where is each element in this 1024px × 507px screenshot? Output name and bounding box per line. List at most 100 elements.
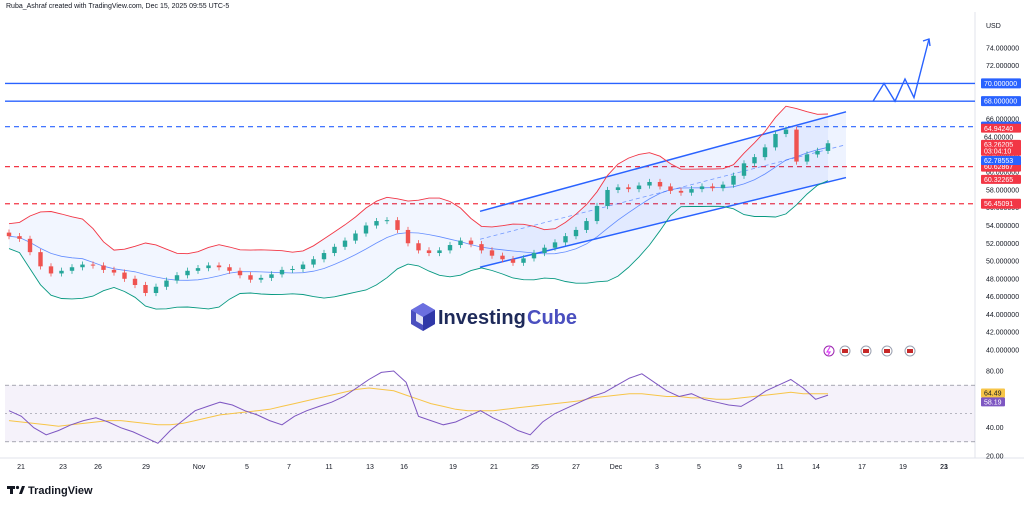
candle-body	[479, 244, 484, 251]
candle[interactable]	[678, 187, 684, 196]
candle[interactable]	[279, 266, 285, 278]
candle[interactable]	[206, 262, 211, 272]
candle[interactable]	[185, 267, 190, 279]
candle[interactable]	[762, 144, 768, 161]
candle-body	[290, 269, 295, 271]
candle[interactable]	[227, 264, 232, 274]
candle[interactable]	[122, 269, 127, 282]
candle[interactable]	[332, 243, 337, 257]
candle[interactable]	[143, 281, 148, 297]
candle[interactable]	[573, 226, 579, 240]
candle-body	[804, 154, 810, 162]
candle[interactable]	[216, 262, 222, 271]
candle[interactable]	[395, 217, 400, 234]
candle[interactable]	[363, 222, 369, 237]
candle[interactable]	[605, 186, 610, 210]
candle[interactable]	[689, 185, 694, 196]
candle[interactable]	[164, 277, 169, 290]
candle[interactable]	[48, 263, 54, 277]
candle[interactable]	[269, 271, 274, 281]
candle[interactable]	[6, 229, 12, 240]
lightning-icon[interactable]	[823, 345, 835, 357]
candle[interactable]	[437, 247, 442, 257]
candle[interactable]	[731, 172, 736, 188]
candle[interactable]	[342, 237, 348, 250]
candle[interactable]	[752, 154, 757, 167]
candle-body	[594, 205, 600, 222]
rsi-tag: 64.49	[984, 390, 1002, 397]
candle[interactable]	[521, 255, 526, 266]
candle[interactable]	[500, 252, 505, 263]
candle[interactable]	[626, 184, 631, 193]
candle[interactable]	[290, 265, 295, 274]
candle[interactable]	[174, 272, 180, 284]
channel-lower-line[interactable]	[479, 176, 847, 268]
channel-upper-line[interactable]	[479, 111, 847, 213]
projection-path[interactable]	[872, 38, 930, 103]
candle[interactable]	[90, 261, 96, 269]
candle[interactable]	[195, 265, 201, 274]
candle[interactable]	[248, 272, 253, 283]
candle[interactable]	[374, 217, 379, 229]
candle[interactable]	[321, 249, 327, 263]
candle[interactable]	[636, 182, 642, 193]
candle[interactable]	[542, 244, 547, 257]
candle[interactable]	[27, 235, 33, 256]
candle[interactable]	[657, 178, 663, 190]
candle[interactable]	[594, 202, 600, 225]
candle[interactable]	[59, 267, 64, 277]
candle[interactable]	[563, 233, 568, 246]
rsi-ma-line	[8, 387, 828, 427]
candle[interactable]	[405, 226, 411, 247]
candle[interactable]	[584, 217, 589, 234]
candle[interactable]	[741, 160, 747, 179]
candle[interactable]	[447, 241, 453, 254]
candle[interactable]	[353, 230, 358, 244]
candle[interactable]	[458, 237, 463, 249]
candle[interactable]	[794, 126, 799, 165]
candle[interactable]	[825, 140, 831, 155]
candle[interactable]	[720, 181, 726, 192]
candle[interactable]	[773, 130, 778, 151]
candle[interactable]	[258, 274, 264, 283]
candle-body	[552, 242, 558, 248]
candle[interactable]	[17, 233, 22, 242]
candle[interactable]	[38, 249, 43, 270]
candle[interactable]	[426, 247, 432, 257]
candle[interactable]	[510, 256, 516, 266]
candle[interactable]	[783, 126, 789, 138]
candle[interactable]	[416, 240, 421, 254]
candle[interactable]	[489, 247, 495, 259]
candle-body	[342, 240, 348, 247]
candle-body	[458, 240, 463, 246]
candle[interactable]	[468, 237, 474, 248]
price-pane	[5, 38, 975, 310]
candle[interactable]	[531, 249, 537, 262]
candle[interactable]	[153, 283, 159, 297]
rsi-tick-label: 80.00	[986, 369, 1004, 376]
candle[interactable]	[615, 184, 621, 194]
candle[interactable]	[552, 239, 558, 251]
time-axis[interactable]: 21 23 26 29 Nov 5 7 11 13 16 19 21 25 27 Dec 3 5 9 11 14 17 1…	[17, 464, 948, 471]
candle[interactable]	[300, 261, 306, 273]
candle[interactable]	[384, 217, 390, 225]
candle-body	[206, 265, 211, 269]
candle[interactable]	[237, 267, 243, 279]
candle[interactable]	[710, 183, 715, 192]
candle[interactable]	[804, 151, 810, 165]
candle[interactable]	[111, 266, 117, 276]
event-icons[interactable]	[823, 345, 916, 357]
candle[interactable]	[699, 183, 705, 193]
candle[interactable]	[69, 264, 75, 274]
candle-body	[269, 274, 274, 278]
candle[interactable]	[101, 262, 106, 274]
candle[interactable]	[479, 241, 484, 254]
candle[interactable]	[668, 183, 673, 194]
candle[interactable]	[815, 147, 820, 158]
candle[interactable]	[80, 261, 85, 271]
candle[interactable]	[132, 275, 138, 289]
candle[interactable]	[647, 178, 652, 189]
time-tick-label: 27	[572, 464, 580, 471]
candle[interactable]	[311, 256, 316, 268]
